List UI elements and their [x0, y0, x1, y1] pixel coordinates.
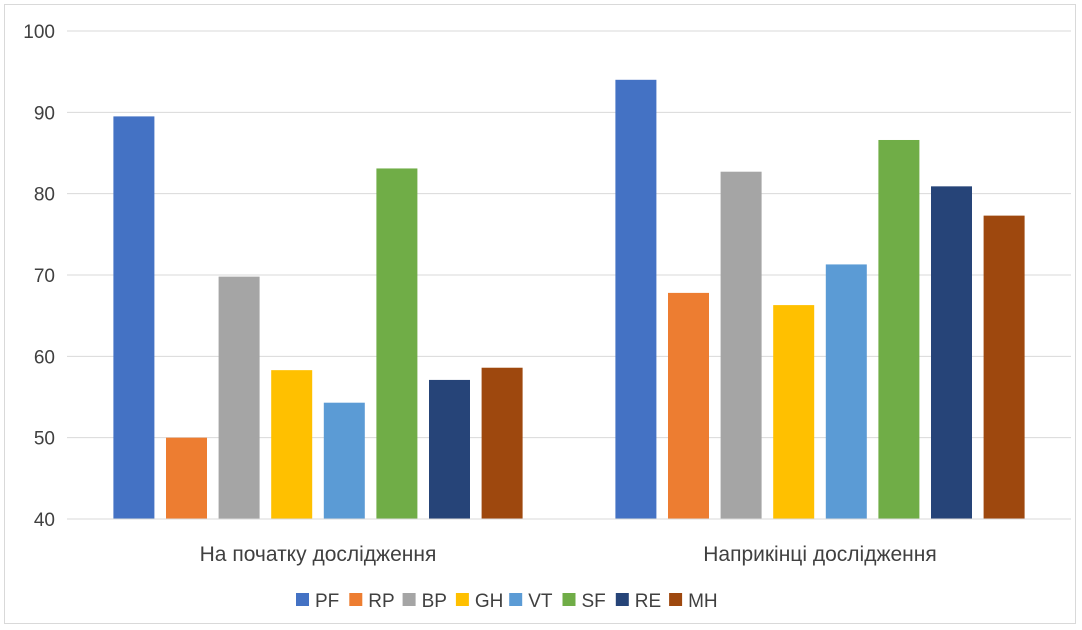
bar-rp	[668, 292, 709, 519]
bar-sf	[376, 168, 418, 519]
y-tick-label: 60	[34, 347, 55, 368]
bar-rp	[166, 437, 207, 519]
y-tick-label: 40	[34, 510, 55, 531]
legend-swatch-rp	[349, 593, 363, 606]
y-tick-label: 50	[34, 429, 55, 450]
bar-vt	[323, 402, 365, 519]
bar-re	[429, 379, 470, 519]
y-tick-label: 100	[23, 22, 55, 43]
category-label: Наприкінці дослідження	[703, 543, 937, 566]
bar-pf	[113, 116, 155, 520]
legend-swatch-bp	[402, 593, 416, 606]
legend-swatch-gh	[455, 593, 469, 606]
legend-label-pf: PF	[315, 591, 339, 612]
bar-bp	[218, 276, 260, 519]
legend-label-re: RE	[635, 591, 661, 612]
bar-mh	[481, 367, 523, 519]
legend-label-sf: SF	[582, 591, 606, 612]
legend-swatch-sf	[562, 593, 576, 606]
legend-swatch-pf	[296, 593, 309, 606]
category-labels: На початку дослідження Наприкінці дослідж…	[200, 543, 937, 566]
gridlines	[67, 30, 1071, 439]
y-axis-ticks: 40 50 60 70 80 90 100	[23, 22, 55, 531]
legend-label-rp: RP	[368, 591, 394, 612]
bar-re	[931, 186, 972, 519]
legend-swatch-re	[615, 593, 629, 606]
bar-pf	[615, 79, 657, 520]
legend: PF RP BP GH VT SF RE MH	[296, 591, 718, 612]
y-tick-label: 80	[34, 185, 55, 206]
bar-gh	[773, 305, 815, 519]
legend-label-gh: GH	[475, 591, 504, 612]
bar-mh	[983, 215, 1025, 520]
bar-gh	[271, 370, 313, 519]
legend-label-bp: BP	[422, 591, 447, 612]
category-label: На початку дослідження	[200, 543, 437, 566]
bar-sf	[878, 139, 920, 519]
legend-label-vt: VT	[528, 591, 553, 612]
y-tick-label: 70	[34, 266, 55, 287]
bar-bp	[720, 171, 762, 519]
y-tick-label: 90	[34, 103, 55, 124]
legend-swatch-mh	[669, 593, 683, 606]
bars	[113, 79, 1025, 520]
legend-label-mh: MH	[688, 591, 718, 612]
legend-swatch-vt	[509, 593, 523, 606]
bar-vt	[825, 264, 867, 519]
